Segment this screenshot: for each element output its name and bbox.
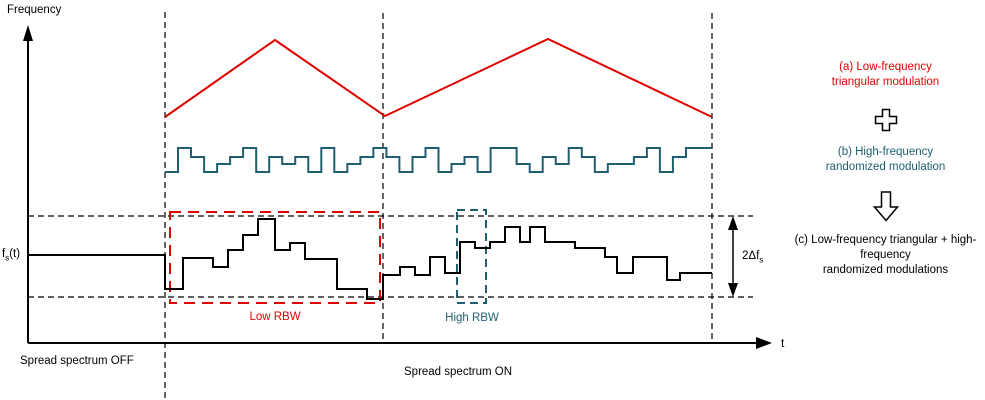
y-axis-label: Frequency xyxy=(7,4,62,16)
fs-label-rest: (t) xyxy=(9,248,21,260)
low-rbw-box xyxy=(169,211,381,304)
delta-fs-label-sub: s xyxy=(759,255,764,265)
x-axis-arrowhead xyxy=(756,337,772,349)
fs-label-sub: s xyxy=(5,253,10,263)
delta-fs-arrow-bottom-head xyxy=(728,283,738,297)
annotation-a-line2: triangular modulation xyxy=(831,75,940,88)
annotation-c-line1: (c) Low-frequency triangular + high- xyxy=(794,234,977,246)
spread-spectrum-on-label: Spread spectrum ON xyxy=(404,366,513,378)
down-arrow-icon-row xyxy=(786,191,985,222)
x-axis-label: t xyxy=(781,336,785,350)
annotation-c: (c) Low-frequency triangular + high- fre… xyxy=(786,233,985,278)
high-rbw-box xyxy=(456,209,487,304)
annotation-b-line2: randomized modulation xyxy=(825,160,946,173)
down-arrow-icon xyxy=(872,191,899,222)
fs-label: fs(t) xyxy=(2,248,20,262)
delta-fs-arrow-top-head xyxy=(728,216,738,230)
annotation-b: (b) High-frequency randomized modulation xyxy=(786,145,985,175)
combined-modulation-wave xyxy=(28,218,712,300)
y-axis-arrowhead xyxy=(23,25,33,41)
plus-icon xyxy=(874,108,897,132)
delta-fs-label-base: 2Δf xyxy=(742,250,760,262)
fs-label-base: f xyxy=(2,248,6,260)
annotation-c-line3: randomized modulations xyxy=(822,263,949,276)
annotation-a: (a) Low-frequency triangular modulation xyxy=(786,60,985,90)
annotation-b-line1: (b) High-frequency xyxy=(837,146,934,158)
plus-icon-row xyxy=(786,108,985,132)
spread-spectrum-off-label: Spread spectrum OFF xyxy=(20,355,134,367)
low-rbw-label: Low RBW xyxy=(249,311,301,323)
annotation-a-line1: (a) Low-frequency xyxy=(839,61,932,73)
delta-fs-label: 2Δfs xyxy=(742,250,763,264)
annotation-c-line2: frequency xyxy=(860,248,911,261)
triangular-modulation-wave xyxy=(164,37,713,118)
high-rbw-label: High RBW xyxy=(445,312,499,324)
randomized-modulation-wave xyxy=(165,147,712,173)
